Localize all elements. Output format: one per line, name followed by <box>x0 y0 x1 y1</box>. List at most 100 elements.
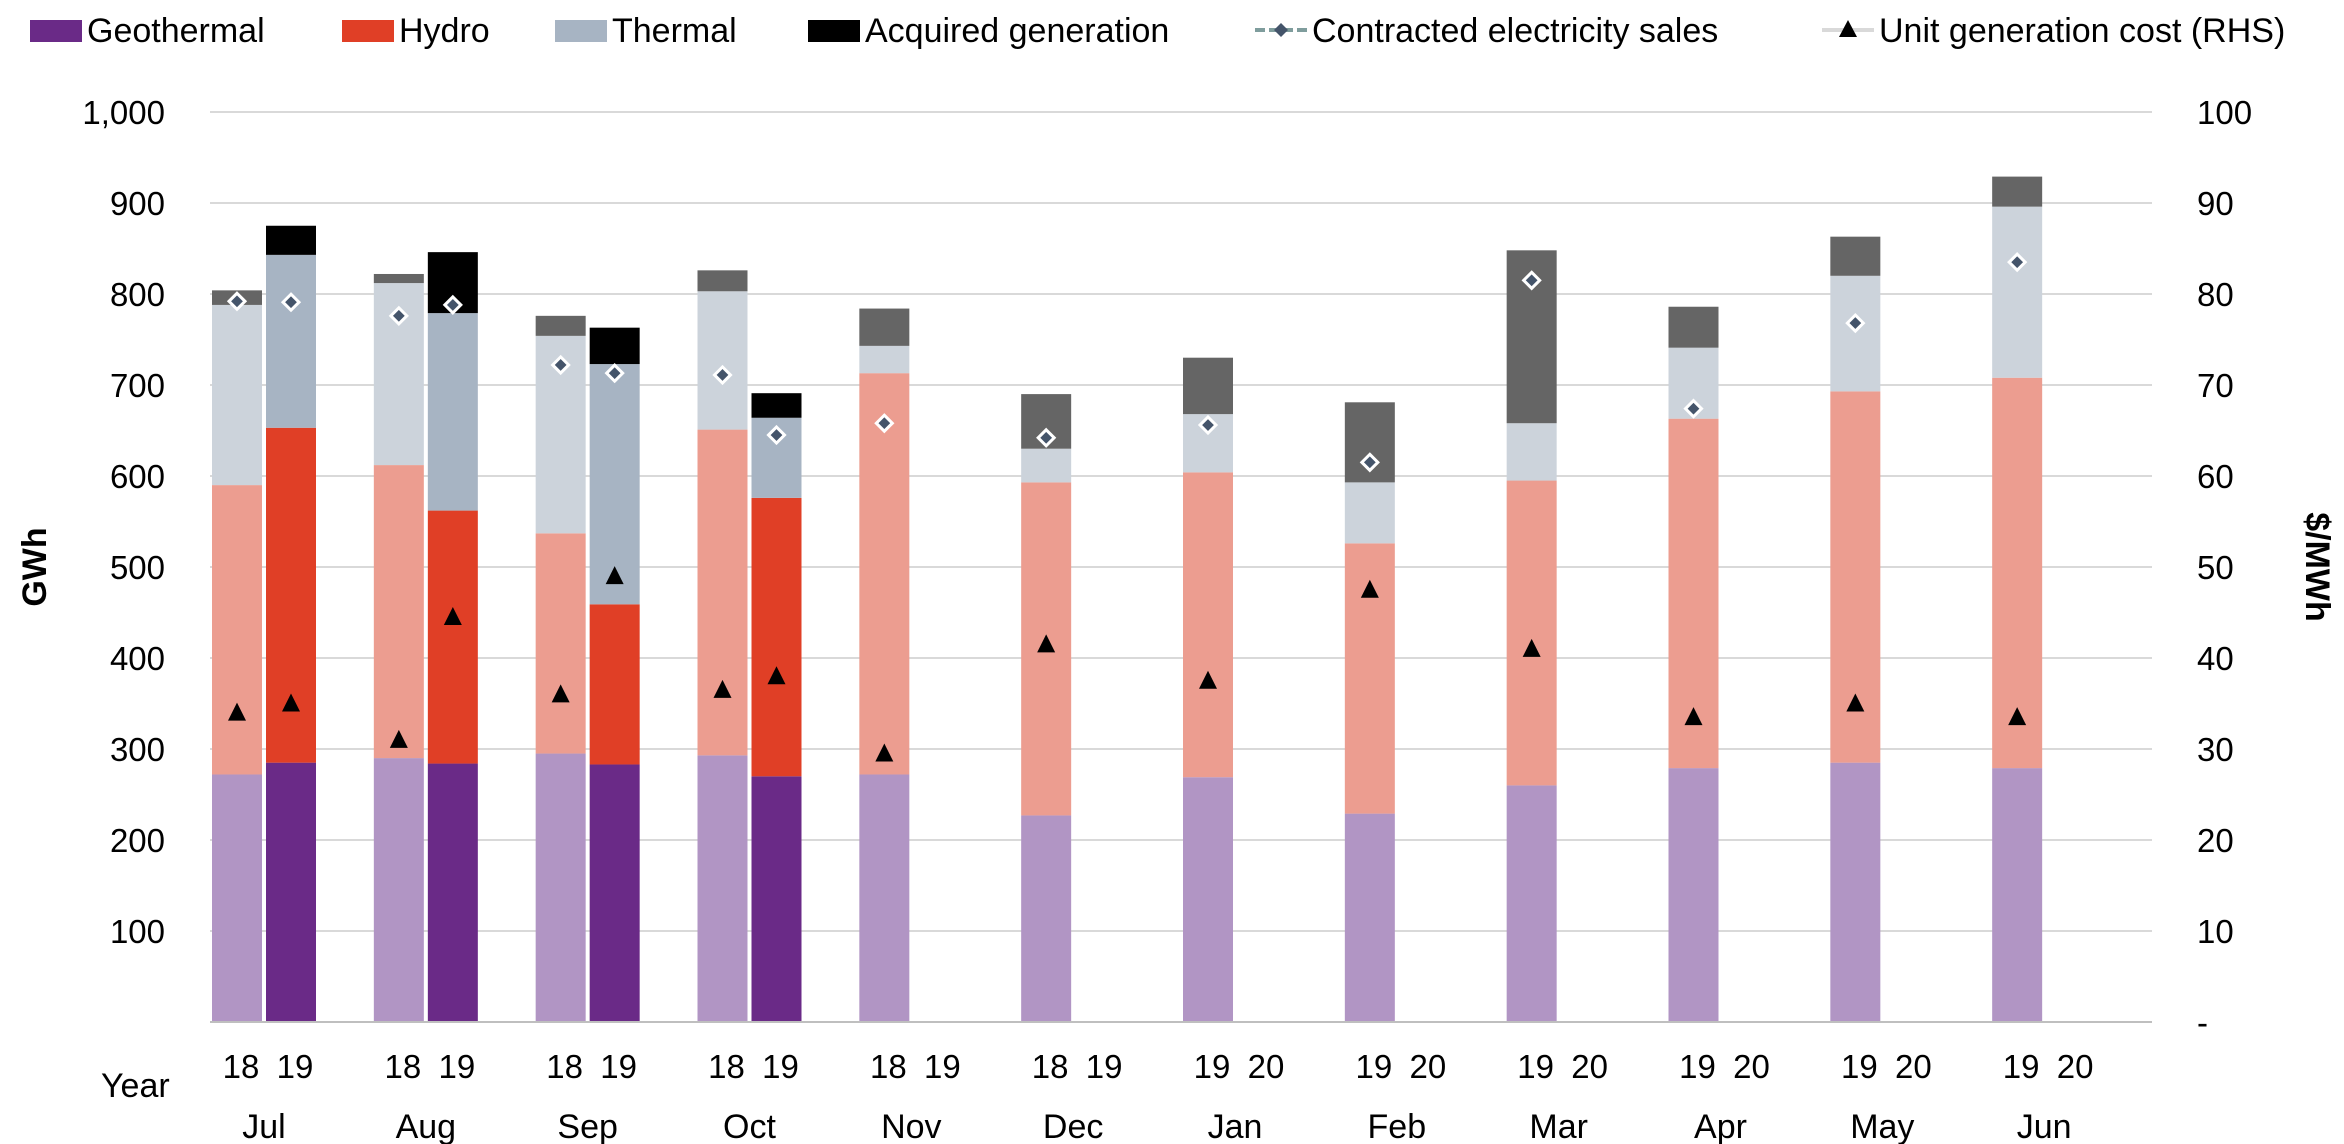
bar-hydro <box>266 428 316 763</box>
bar-geothermal <box>428 764 478 1022</box>
bar-geothermal <box>1669 768 1719 1022</box>
bar-hydro <box>536 533 586 753</box>
year-label: 20 <box>1409 1048 1446 1085</box>
year-label: 18 <box>223 1048 260 1085</box>
y2-tick-label: 80 <box>2197 276 2234 313</box>
bar-acquired-generation <box>1992 177 2042 207</box>
y2-tick-label: 90 <box>2197 185 2234 222</box>
markers <box>228 254 2026 761</box>
legend: Geothermal Hydro Thermal Acquired generatio… <box>30 12 2285 50</box>
bar-thermal <box>266 255 316 428</box>
year-label: 19 <box>1194 1048 1231 1085</box>
year-label: 18 <box>1032 1048 1069 1085</box>
bar-geothermal <box>266 763 316 1022</box>
bar-acquired-generation <box>536 316 586 336</box>
bar-geothermal <box>1992 768 2042 1022</box>
bar-acquired-generation <box>590 328 640 364</box>
legend-item: Unit generation cost (RHS) <box>1822 12 2285 50</box>
year-label: 18 <box>708 1048 745 1085</box>
bar-acquired-generation <box>698 270 748 291</box>
legend-swatch <box>30 20 82 42</box>
month-label: Sep <box>557 1108 618 1144</box>
y2-tick-label: - <box>2197 1004 2208 1041</box>
month-label: Jul <box>242 1108 285 1144</box>
year-label: 19 <box>1517 1048 1554 1085</box>
month-label: Nov <box>881 1108 941 1144</box>
y-axis-title: GWh <box>16 527 54 606</box>
y-tick-label: 400 <box>110 640 165 677</box>
bar-geothermal <box>374 758 424 1022</box>
y2-axis-title: $/MWh <box>2298 512 2336 622</box>
y2-tick-label: 60 <box>2197 458 2234 495</box>
legend-label: Acquired generation <box>865 12 1169 50</box>
month-label: Jan <box>1208 1108 1263 1144</box>
month-label: Apr <box>1694 1108 1747 1144</box>
year-axis-label: Year <box>101 1067 170 1105</box>
year-label: 19 <box>1355 1048 1392 1085</box>
y-tick-label: 100 <box>110 913 165 950</box>
y-tick-label: 700 <box>110 367 165 404</box>
month-label: Mar <box>1529 1108 1588 1144</box>
bar-acquired-generation <box>1669 307 1719 348</box>
year-label: 18 <box>546 1048 583 1085</box>
bar-hydro <box>428 511 478 764</box>
bar-hydro <box>752 498 802 776</box>
bar-hydro <box>212 485 262 774</box>
month-label: Aug <box>396 1108 457 1144</box>
year-label: 18 <box>870 1048 907 1085</box>
bar-geothermal <box>859 774 909 1022</box>
bar-hydro <box>1183 472 1233 777</box>
bar-geothermal <box>1507 785 1557 1022</box>
legend-label: Geothermal <box>87 12 265 50</box>
legend-item: Thermal <box>555 12 737 50</box>
bar-acquired-generation <box>1830 237 1880 276</box>
year-label: 19 <box>1841 1048 1878 1085</box>
y-tick-label: 600 <box>110 458 165 495</box>
y-tick-label: 900 <box>110 185 165 222</box>
bar-hydro <box>1507 481 1557 786</box>
bar-thermal <box>428 313 478 510</box>
legend-label: Hydro <box>399 12 490 50</box>
legend-swatch <box>555 20 607 42</box>
bar-hydro <box>698 430 748 756</box>
y2-tick-label: 70 <box>2197 367 2234 404</box>
bar-acquired-generation <box>374 274 424 283</box>
year-label: 20 <box>1733 1048 1770 1085</box>
bar-thermal <box>1507 423 1557 480</box>
y2-tick-label: 20 <box>2197 822 2234 859</box>
bar-hydro <box>590 604 640 764</box>
bar-acquired-generation <box>266 226 316 255</box>
bar-geothermal <box>698 755 748 1022</box>
year-label: 18 <box>384 1048 421 1085</box>
bar-geothermal <box>212 774 262 1022</box>
bar-geothermal <box>590 764 640 1022</box>
y2-tick-label: 100 <box>2197 94 2252 131</box>
legend-label: Thermal <box>612 12 737 50</box>
year-label: 20 <box>1895 1048 1932 1085</box>
bar-acquired-generation <box>1183 358 1233 414</box>
bar-geothermal <box>1183 777 1233 1022</box>
bar-hydro <box>374 465 424 758</box>
bar-geothermal <box>1830 763 1880 1022</box>
y-tick-label: 300 <box>110 731 165 768</box>
y2-tick-label: 10 <box>2197 913 2234 950</box>
month-label: Jun <box>2017 1108 2072 1144</box>
year-label: 19 <box>1086 1048 1123 1085</box>
legend-swatch <box>342 20 394 42</box>
y-tick-label: 500 <box>110 549 165 586</box>
bar-thermal <box>859 346 909 373</box>
bar-thermal <box>1345 482 1395 543</box>
bar-geothermal <box>1345 814 1395 1022</box>
bar-geothermal <box>536 754 586 1022</box>
year-label: 19 <box>438 1048 475 1085</box>
bar-acquired-generation <box>859 309 909 346</box>
bar-thermal <box>1830 276 1880 392</box>
legend-label: Unit generation cost (RHS) <box>1879 12 2285 50</box>
y2-tick-label: 50 <box>2197 549 2234 586</box>
y2-tick-label: 30 <box>2197 731 2234 768</box>
bar-thermal <box>212 305 262 485</box>
year-label: 20 <box>1571 1048 1608 1085</box>
legend-label: Contracted electricity sales <box>1312 12 1718 50</box>
legend-swatch <box>808 20 860 42</box>
